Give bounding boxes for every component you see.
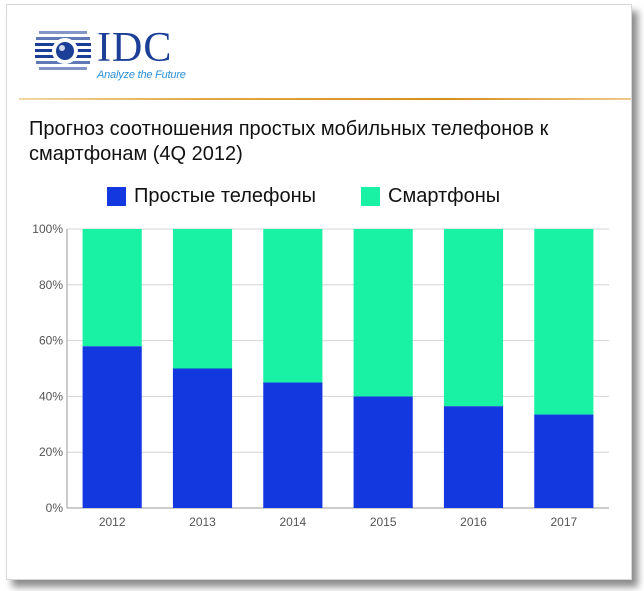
bar-smartphones-2012 [82,229,142,347]
bar-smartphones-2014 [263,229,323,383]
bar-smartphones-2017 [534,229,594,415]
idc-logo: IDC Analyze the Future [35,25,215,85]
bar-feature-phones-2012 [82,346,142,508]
legend-swatch-feature-phones [107,186,126,206]
x-tick-label: 2013 [189,515,216,529]
bar-feature-phones-2017 [534,414,594,508]
legend-item-feature-phones: Простые телефоны [107,183,316,209]
bar-smartphones-2016 [443,229,504,407]
x-tick-label: 2012 [99,515,126,529]
bar-feature-phones-2015 [353,396,413,508]
logo-tagline: Analyze the Future [97,69,186,81]
logo-wordmark: IDC [97,25,173,71]
legend-swatch-smartphones [361,186,380,206]
x-tick-label: 2014 [279,515,306,529]
chart-legend: Простые телефоны Смартфоны [7,183,637,209]
y-tick-label: 20% [39,445,63,459]
legend-label-smartphones: Смартфоны [388,184,501,207]
x-tick-label: 2015 [370,515,397,529]
chart-title: Прогноз соотношения простых мобильных те… [29,118,549,165]
header-divider [19,98,631,100]
bar-feature-phones-2013 [172,368,233,508]
y-tick-label: 40% [39,389,63,403]
y-tick-label: 60% [39,334,63,348]
globe-icon [35,31,91,70]
y-tick-label: 80% [39,278,63,292]
chart-card: IDC Analyze the Future Прогноз соотношен… [6,4,632,580]
y-tick-label: 100% [32,222,63,236]
bar-feature-phones-2014 [263,382,323,508]
bar-smartphones-2015 [353,229,413,397]
bar-feature-phones-2016 [443,406,504,508]
stacked-bar-chart: 0% 20% 40% 60% 80% 100% 2012 2013 2014 2015 2016 20… [32,222,609,529]
y-tick-label: 0% [46,501,64,515]
legend-label-feature-phones: Простые телефоны [134,184,317,207]
legend-item-smartphones: Смартфоны [361,183,500,209]
x-tick-label: 2017 [550,515,577,529]
x-tick-label: 2016 [460,515,487,529]
bar-smartphones-2013 [172,229,233,369]
